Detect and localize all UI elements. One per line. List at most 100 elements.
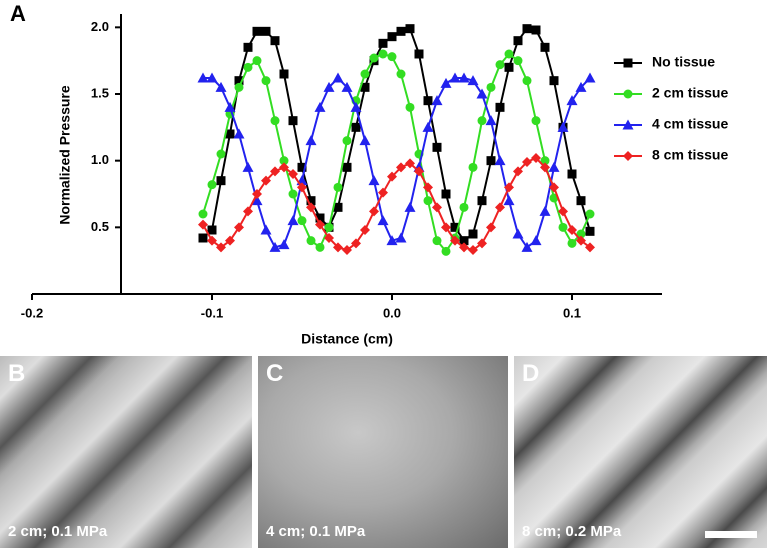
marker bbox=[513, 166, 523, 177]
marker bbox=[207, 235, 217, 246]
marker bbox=[504, 62, 514, 72]
marker bbox=[206, 72, 218, 83]
marker bbox=[350, 101, 362, 112]
marker bbox=[522, 157, 532, 167]
marker bbox=[287, 215, 299, 226]
marker bbox=[359, 135, 371, 146]
marker bbox=[432, 202, 442, 213]
marker bbox=[207, 180, 217, 190]
panel-label: A bbox=[10, 1, 26, 26]
marker bbox=[279, 162, 289, 173]
marker bbox=[243, 62, 253, 72]
marker bbox=[387, 171, 397, 182]
marker bbox=[414, 49, 424, 59]
marker bbox=[449, 72, 461, 83]
marker bbox=[242, 161, 254, 172]
marker bbox=[396, 162, 406, 173]
marker bbox=[576, 196, 586, 206]
marker bbox=[522, 24, 532, 34]
marker bbox=[288, 116, 298, 126]
marker bbox=[540, 162, 550, 173]
marker bbox=[377, 215, 389, 226]
marker bbox=[486, 82, 496, 92]
marker bbox=[423, 196, 433, 206]
marker bbox=[486, 156, 496, 166]
marker bbox=[342, 136, 352, 146]
marker bbox=[243, 206, 253, 217]
marker bbox=[423, 182, 433, 193]
marker bbox=[224, 101, 236, 112]
marker bbox=[351, 238, 361, 249]
marker bbox=[207, 225, 217, 235]
marker bbox=[306, 196, 316, 206]
marker bbox=[252, 56, 262, 66]
marker bbox=[467, 75, 479, 86]
marker bbox=[431, 95, 443, 106]
marker bbox=[468, 162, 478, 172]
panel-caption: 2 cm; 0.1 MPa bbox=[8, 523, 108, 540]
marker bbox=[440, 77, 452, 88]
marker bbox=[405, 24, 415, 34]
marker bbox=[495, 202, 505, 213]
marker bbox=[360, 225, 370, 235]
marker bbox=[260, 224, 272, 235]
marker bbox=[378, 187, 388, 198]
marker bbox=[315, 213, 325, 223]
marker bbox=[567, 169, 577, 179]
marker bbox=[323, 81, 335, 92]
marker bbox=[558, 222, 568, 232]
marker bbox=[585, 226, 595, 236]
marker bbox=[576, 235, 586, 246]
panel-label: B bbox=[8, 360, 26, 387]
marker bbox=[288, 189, 298, 199]
marker bbox=[333, 202, 343, 212]
marker bbox=[540, 42, 550, 52]
marker bbox=[521, 241, 533, 252]
marker bbox=[387, 32, 397, 42]
marker bbox=[369, 53, 379, 63]
marker bbox=[414, 166, 424, 177]
marker bbox=[432, 142, 442, 152]
marker bbox=[378, 38, 388, 48]
marker bbox=[297, 182, 307, 193]
marker bbox=[531, 25, 541, 35]
marker bbox=[494, 155, 506, 166]
image-panel: D 8 cm; 0.2 MPa bbox=[514, 356, 767, 548]
marker bbox=[278, 239, 290, 250]
marker bbox=[558, 206, 568, 217]
x-tick-label: -0.2 bbox=[21, 305, 43, 320]
x-axis-title: Distance (cm) bbox=[301, 331, 393, 347]
y-tick-label: 0.5 bbox=[91, 219, 109, 234]
marker bbox=[450, 222, 460, 232]
marker bbox=[315, 242, 325, 252]
marker bbox=[486, 222, 496, 233]
marker bbox=[324, 222, 334, 232]
legend-label: 4 cm tissue bbox=[652, 116, 728, 132]
marker bbox=[360, 69, 370, 79]
marker bbox=[269, 241, 281, 252]
marker bbox=[333, 242, 343, 253]
marker bbox=[297, 162, 307, 172]
legend-label: 2 cm tissue bbox=[652, 85, 728, 101]
marker bbox=[252, 189, 262, 199]
marker bbox=[622, 119, 634, 130]
marker bbox=[360, 82, 370, 92]
marker bbox=[557, 121, 569, 132]
marker bbox=[450, 235, 460, 246]
y-tick-label: 2.0 bbox=[91, 19, 109, 34]
x-tick-label: 0.1 bbox=[563, 305, 581, 320]
marker bbox=[395, 232, 407, 243]
marker bbox=[530, 235, 542, 246]
marker bbox=[459, 242, 469, 253]
marker bbox=[623, 58, 633, 68]
marker bbox=[458, 72, 470, 83]
y-tick-label: 1.5 bbox=[91, 85, 109, 100]
marker bbox=[279, 69, 289, 79]
marker bbox=[422, 121, 434, 132]
marker bbox=[531, 153, 541, 163]
marker bbox=[396, 26, 406, 36]
marker bbox=[216, 149, 226, 159]
marker bbox=[441, 189, 451, 199]
marker bbox=[513, 36, 523, 46]
marker bbox=[261, 76, 271, 86]
